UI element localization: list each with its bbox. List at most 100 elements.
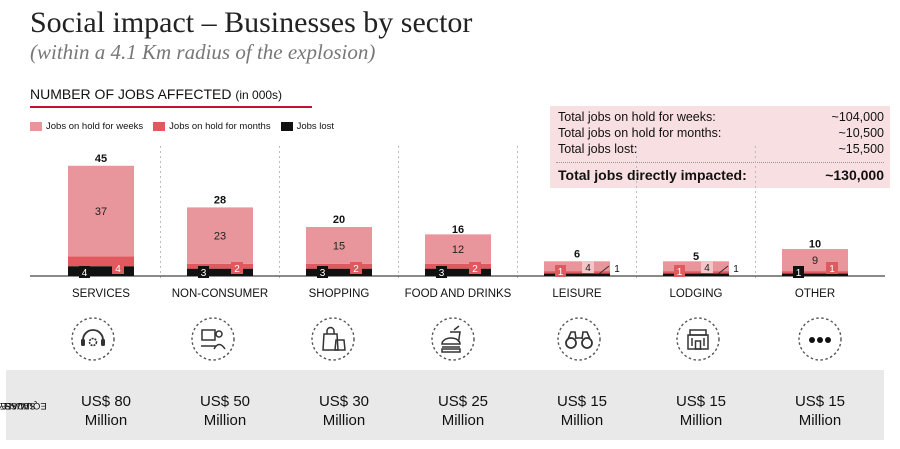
data-label-badge <box>826 262 838 274</box>
totals-row-impacted: Total jobs directly impacted: ~130,000 <box>558 167 884 183</box>
totals-value: ~15,500 <box>838 142 884 156</box>
data-label-lost: 4 <box>82 268 88 279</box>
legend-item-lost: Jobs lost <box>280 121 335 132</box>
category-label: OTHER <box>794 288 836 300</box>
bar-segment <box>663 273 729 276</box>
data-label-lost: 1 <box>733 264 739 275</box>
legend-label-months: Jobs on hold for months <box>169 121 271 132</box>
salary-loss-amount: US$ 25 <box>437 393 489 410</box>
data-label-badge <box>469 262 481 274</box>
legend-item-weeks: Jobs on hold for weeks <box>30 121 143 132</box>
legend-item-months: Jobs on hold for months <box>153 121 271 132</box>
data-label-badge <box>317 266 328 278</box>
ellipsis-icon <box>798 317 842 361</box>
bar-segment <box>425 234 491 264</box>
shopping-bags-icon <box>311 317 355 361</box>
bar-total-label: 6 <box>574 248 580 260</box>
bar-total-label: 10 <box>809 239 821 251</box>
bar-segment <box>425 268 491 276</box>
data-label-weeks: 37 <box>95 206 107 218</box>
salary-loss-amount: US$ 30 <box>318 393 370 410</box>
bar-segment <box>68 266 134 276</box>
section-unit: (in 000s) <box>235 88 283 102</box>
legend-label-weeks: Jobs on hold for weeks <box>46 121 144 132</box>
bar-segment <box>663 271 729 274</box>
person-at-desk-icon <box>191 317 235 361</box>
burger-drink-icon <box>431 317 475 361</box>
salary-loss-amount: US$ 15 <box>794 393 846 410</box>
totals-label: Total jobs on hold for weeks: <box>558 110 716 124</box>
data-label-lost: 1 <box>614 264 620 275</box>
bar-segment <box>187 263 253 269</box>
data-label-weeks: 9 <box>812 255 818 267</box>
bar-segment <box>306 263 372 269</box>
data-label-badge <box>350 262 362 274</box>
section-underline <box>30 106 312 108</box>
category-label: SERVICES <box>72 288 130 300</box>
bar-segment <box>544 261 610 272</box>
category-label: LEISURE <box>552 288 602 300</box>
bar-segment <box>425 263 491 269</box>
data-label-badge <box>79 266 90 278</box>
totals-label: Total jobs directly impacted: <box>558 167 747 183</box>
totals-label: Total jobs lost: <box>558 142 638 156</box>
data-label-badge <box>112 262 124 274</box>
leader-line <box>717 265 729 275</box>
section-heading: NUMBER OF JOBS AFFECTED (in 000s) <box>30 86 282 102</box>
salary-loss-unit: Million <box>203 412 247 429</box>
bar-segment <box>306 268 372 276</box>
data-label-months: 1 <box>677 267 683 278</box>
totals-row-lost: Total jobs lost: ~15,500 <box>558 142 884 156</box>
data-label-lost: 3 <box>201 268 207 279</box>
page-title: Social impact – Businesses by sector <box>30 6 473 39</box>
data-label-weeks: 15 <box>333 240 345 252</box>
salary-loss-amount: US$ 15 <box>675 393 727 410</box>
totals-divider <box>556 162 884 163</box>
binoculars-icon <box>557 317 601 361</box>
salary-loss-unit: Million <box>84 412 128 429</box>
data-label-badge <box>793 266 804 278</box>
category-label: NON-CONSUMER <box>171 288 269 300</box>
salary-loss-value: US$ 50 Million <box>166 392 284 430</box>
bar-segment <box>187 207 253 264</box>
data-label-months: 1 <box>558 267 564 278</box>
data-label-badge <box>555 265 566 277</box>
salary-loss-value: US$ 25 Million <box>404 392 522 430</box>
bar-segment <box>782 271 848 274</box>
leader-line <box>598 265 610 275</box>
totals-label: Total jobs on hold for months: <box>558 126 722 140</box>
chart-legend: Jobs on hold for weeks Jobs on hold for … <box>30 121 344 132</box>
totals-box: Total jobs on hold for weeks: ~104,000 To… <box>550 106 890 188</box>
salary-loss-value: US$ 15 Million <box>761 392 879 430</box>
bar-total-label: 20 <box>333 214 345 226</box>
bar-segment <box>544 273 610 276</box>
salary-loss-unit: Million <box>441 412 485 429</box>
data-label-months: 2 <box>472 264 478 275</box>
legend-swatch-weeks <box>30 122 42 131</box>
category-label: FOOD AND DRINKS <box>404 288 512 300</box>
totals-value: ~104,000 <box>831 110 884 124</box>
data-label-months: 2 <box>234 264 240 275</box>
bar-total-label: 28 <box>214 194 226 206</box>
data-label-months: 1 <box>829 264 835 275</box>
category-label: LODGING <box>669 288 723 300</box>
data-label-badge <box>582 261 594 273</box>
data-label-lost: 3 <box>320 268 326 279</box>
bar-segment <box>544 271 610 274</box>
salary-loss-value: US$ 30 Million <box>285 392 403 430</box>
totals-value: ~10,500 <box>838 126 884 140</box>
data-label-badge <box>436 266 447 278</box>
bar-total-label: 45 <box>95 153 107 165</box>
salary-loss-value: US$ 15 Million <box>523 392 641 430</box>
legend-swatch-months <box>153 122 166 131</box>
bar-segment <box>187 268 253 276</box>
data-label-lost: 1 <box>796 268 802 279</box>
page-subtitle: (within a 4.1 Km radius of the explosion… <box>30 40 376 64</box>
bar-segment <box>68 256 134 267</box>
data-label-lost: 3 <box>439 268 445 279</box>
legend-label-lost: Jobs lost <box>296 121 335 132</box>
data-label-weeks: 23 <box>214 231 226 243</box>
data-label-badge <box>701 261 713 273</box>
hotel-icon <box>676 317 720 361</box>
